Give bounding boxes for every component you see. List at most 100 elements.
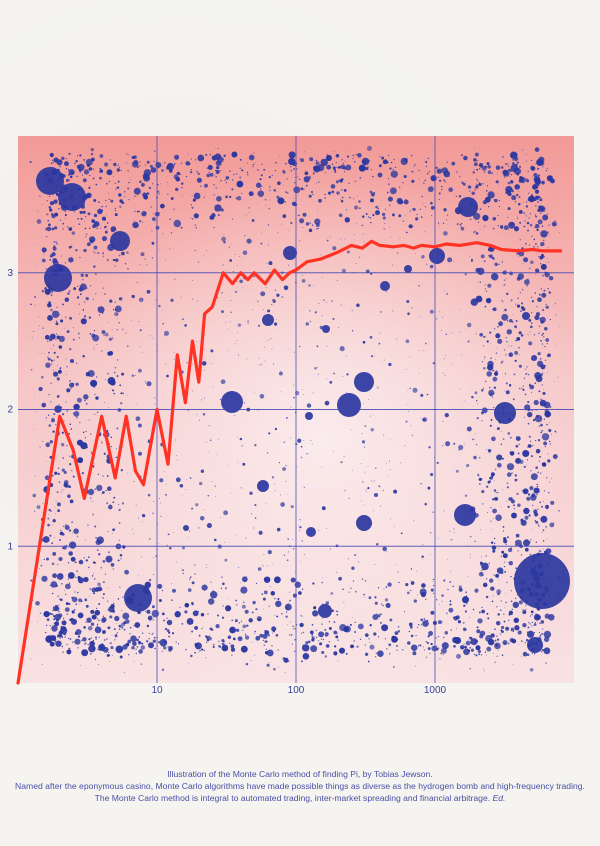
scatter-dot xyxy=(43,610,50,618)
scatter-dot xyxy=(554,381,555,383)
scatter-dot xyxy=(543,418,546,420)
scatter-dot xyxy=(539,316,546,323)
scatter-dot xyxy=(543,490,546,492)
scatter-dot xyxy=(81,649,89,657)
scatter-dot xyxy=(299,218,305,224)
scatter-dot xyxy=(89,239,94,244)
scatter-dot xyxy=(412,387,418,393)
scatter-dot xyxy=(263,168,266,171)
scatter-dot xyxy=(74,561,77,564)
scatter-dot xyxy=(501,457,504,460)
scatter-dot xyxy=(46,200,48,202)
scatter-dot xyxy=(182,572,185,575)
scatter-dot xyxy=(185,489,187,490)
scatter-dot xyxy=(497,225,499,227)
scatter-dot xyxy=(68,551,73,556)
scatter-dot xyxy=(259,178,262,181)
scatter-dot xyxy=(469,616,471,618)
scatter-dot xyxy=(42,204,44,206)
scatter-dot-large xyxy=(305,412,313,420)
scatter-dot xyxy=(73,210,75,213)
scatter-dot xyxy=(542,234,544,236)
scatter-dot xyxy=(30,303,32,306)
scatter-dot xyxy=(241,169,244,172)
scatter-dot xyxy=(59,367,62,369)
scatter-dot xyxy=(73,403,80,411)
scatter-dot xyxy=(90,433,92,435)
scatter-dot xyxy=(60,529,62,531)
scatter-dot xyxy=(438,192,441,195)
scatter-dot xyxy=(108,504,113,510)
scatter-dot xyxy=(418,372,420,374)
scatter-dot xyxy=(428,630,434,636)
scatter-dot xyxy=(30,368,33,371)
scatter-dot xyxy=(537,174,541,177)
scatter-dot xyxy=(440,647,447,654)
scatter-dot xyxy=(250,660,252,662)
scatter-dot xyxy=(67,168,70,171)
scatter-dot xyxy=(47,340,49,343)
scatter-dot xyxy=(37,210,39,212)
scatter-dot xyxy=(56,365,58,367)
scatter-dot xyxy=(364,644,366,646)
scatter-dot xyxy=(279,156,281,158)
scatter-dot xyxy=(480,563,482,566)
scatter-dot xyxy=(85,216,87,218)
scatter-dot xyxy=(97,618,99,620)
scatter-dot xyxy=(222,616,224,618)
scatter-dot xyxy=(321,506,326,511)
scatter-dot xyxy=(502,530,505,532)
scatter-dot xyxy=(188,162,191,165)
scatter-dot xyxy=(62,303,65,306)
scatter-dot xyxy=(367,466,369,467)
scatter-dot xyxy=(35,601,40,606)
scatter-dot xyxy=(111,634,113,636)
scatter-dot xyxy=(227,635,232,639)
scatter-dot xyxy=(80,212,82,214)
scatter-dot-large xyxy=(283,246,297,260)
scatter-dot xyxy=(167,164,170,167)
scatter-dot xyxy=(218,640,220,642)
scatter-dot xyxy=(57,595,59,597)
scatter-dot xyxy=(70,387,72,389)
scatter-dot xyxy=(136,646,139,648)
scatter-dot xyxy=(266,663,270,667)
scatter-dot xyxy=(429,652,431,654)
scatter-dot xyxy=(513,508,516,510)
y-tick-label: 1 xyxy=(7,541,13,552)
scatter-dot xyxy=(359,177,362,179)
scatter-dot xyxy=(549,440,551,443)
scatter-dot xyxy=(476,400,478,402)
scatter-dot xyxy=(439,658,441,660)
scatter-dot xyxy=(412,651,417,656)
scatter-dot xyxy=(107,609,109,611)
scatter-dot xyxy=(507,194,510,196)
scatter-dot xyxy=(63,470,67,474)
scatter-dot xyxy=(294,176,296,178)
scatter-dot xyxy=(464,273,467,276)
scatter-dot xyxy=(84,437,86,439)
scatter-dot xyxy=(405,368,407,370)
scatter-dot-large xyxy=(494,402,516,424)
scatter-dot xyxy=(322,638,325,641)
scatter-dot xyxy=(534,315,540,321)
scatter-dot xyxy=(300,445,303,448)
scatter-dot xyxy=(335,154,340,158)
scatter-dot xyxy=(155,219,156,221)
scatter-dot xyxy=(510,627,515,632)
scatter-dot xyxy=(529,267,531,269)
scatter-dot xyxy=(41,289,45,293)
scatter-dot xyxy=(288,151,296,159)
scatter-dot xyxy=(214,148,216,149)
scatter-dot xyxy=(110,436,113,438)
scatter-dot xyxy=(276,293,280,297)
scatter-dot xyxy=(141,632,144,634)
scatter-dot xyxy=(220,170,222,172)
scatter-dot xyxy=(46,213,49,216)
scatter-dot xyxy=(541,632,544,635)
scatter-dot xyxy=(69,422,71,424)
scatter-dot xyxy=(79,154,82,157)
scatter-dot xyxy=(545,303,547,306)
scatter-dot xyxy=(433,457,435,459)
scatter-dot xyxy=(542,391,546,395)
